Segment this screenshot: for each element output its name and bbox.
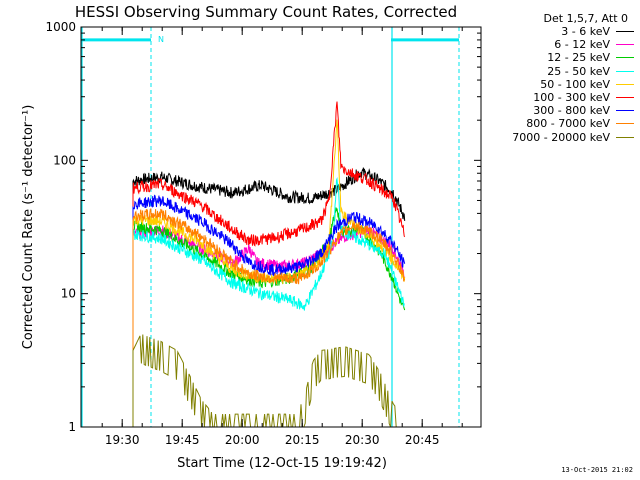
- legend-item-label: 3 - 6 keV: [561, 25, 610, 39]
- legend-swatch: [616, 136, 634, 138]
- legend-item: 12 - 25 keV: [486, 51, 638, 64]
- legend-swatch: [616, 31, 634, 33]
- legend: Det 1,5,7, Att 0 3 - 6 keV 6 - 12 keV 12 -…: [486, 12, 638, 144]
- x-axis: 19:30 19:45 20:00 20:15 20:30 20:45: [101, 27, 463, 447]
- legend-swatch: [616, 57, 634, 59]
- series-line-6: [132, 194, 406, 427]
- legend-swatch: [616, 70, 634, 72]
- series-line-1: [132, 225, 406, 427]
- x-tick-label: 20:15: [285, 433, 320, 447]
- y-tick-label: 1000: [45, 20, 76, 34]
- legend-item: 6 - 12 keV: [486, 38, 638, 51]
- legend-item-label: 12 - 25 keV: [547, 51, 610, 65]
- legend-item-label: 25 - 50 keV: [547, 64, 610, 78]
- series-line-7: [132, 208, 406, 427]
- y-axis: 1 10 100 1000: [45, 20, 481, 434]
- legend-item-label: 7000 - 20000 keV: [512, 130, 610, 144]
- legend-item: 3 - 6 keV: [486, 25, 638, 38]
- series-line-8: [132, 334, 401, 428]
- legend-item: 800 - 7000 keV: [486, 117, 638, 130]
- legend-item-label: 800 - 7000 keV: [526, 117, 610, 131]
- legend-item-label: 50 - 100 keV: [540, 77, 610, 91]
- x-tick-label: 19:45: [165, 433, 200, 447]
- legend-item-label: 6 - 12 keV: [554, 38, 610, 52]
- y-tick-label: 1: [68, 420, 76, 434]
- legend-item-label: 300 - 800 keV: [533, 104, 610, 118]
- legend-item: 7000 - 20000 keV: [486, 131, 638, 144]
- series-line-3: [132, 176, 405, 427]
- night-marker: N: [158, 35, 164, 44]
- legend-item: 25 - 50 keV: [486, 65, 638, 78]
- series-line-5: [132, 101, 406, 427]
- legend-title: Det 1,5,7, Att 0: [543, 12, 628, 25]
- legend-swatch: [616, 123, 634, 125]
- plot-frame: [80, 26, 482, 428]
- y-axis-label: Corrected Count Rate (s⁻¹ detector⁻¹): [21, 105, 36, 350]
- footer-timestamp: 13-Oct-2015 21:02: [561, 466, 633, 474]
- chart-title: HESSI Observing Summary Count Rates, Cor…: [75, 3, 457, 21]
- x-tick-label: 19:30: [105, 433, 140, 447]
- legend-item: 50 - 100 keV: [486, 78, 638, 91]
- x-tick-label: 20:45: [405, 433, 440, 447]
- legend-item-label: 100 - 300 keV: [533, 91, 610, 105]
- legend-swatch: [616, 110, 634, 112]
- y-tick-label: 10: [61, 287, 76, 301]
- x-axis-label: Start Time (12-Oct-15 19:19:42): [177, 456, 387, 471]
- legend-item: 100 - 300 keV: [486, 91, 638, 104]
- x-tick-label: 20:30: [345, 433, 380, 447]
- x-tick-label: 20:00: [225, 433, 260, 447]
- plot-area: [81, 27, 460, 428]
- legend-swatch: [616, 44, 634, 46]
- series-line-0: [132, 167, 406, 427]
- y-tick-label: 100: [53, 153, 76, 167]
- legend-item: 300 - 800 keV: [486, 104, 638, 117]
- legend-swatch: [616, 83, 634, 85]
- legend-swatch: [616, 97, 634, 99]
